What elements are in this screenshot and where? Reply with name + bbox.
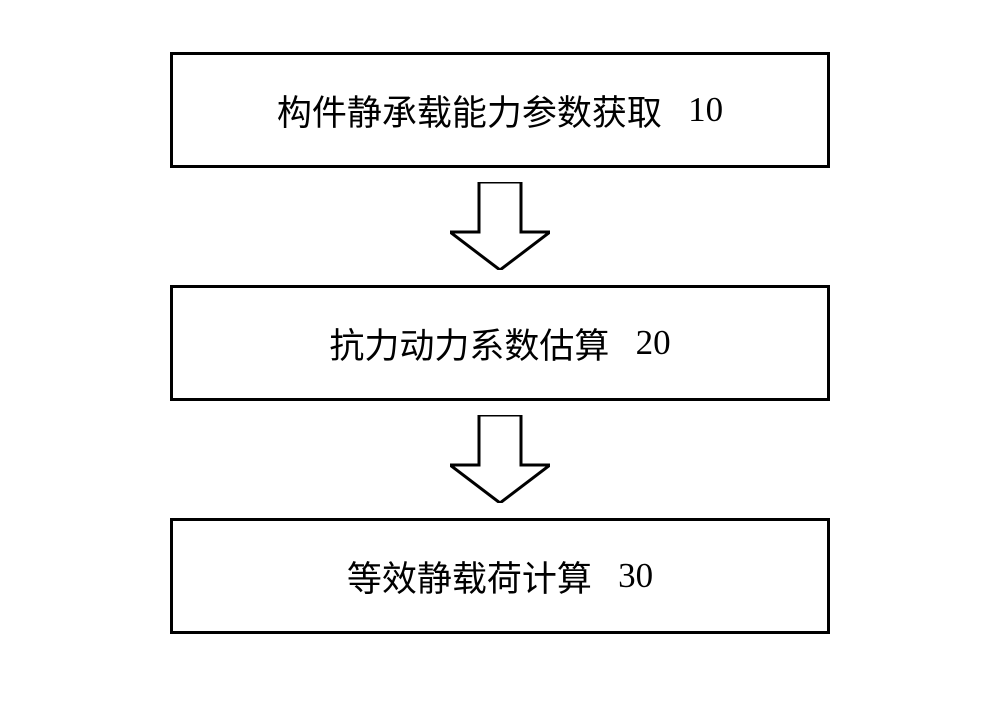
step-number: 10 xyxy=(688,90,723,130)
step-spacer xyxy=(592,556,618,596)
step-label: 抗力动力系数估算 xyxy=(329,318,609,369)
step-number: 20 xyxy=(636,323,671,363)
step-spacer xyxy=(662,90,688,130)
step-spacer xyxy=(609,323,635,363)
step-label: 等效静载荷计算 xyxy=(347,551,592,602)
step-box-20: 抗力动力系数估算 20 xyxy=(170,285,830,401)
step-box-10: 构件静承载能力参数获取 10 xyxy=(170,52,830,168)
arrow-down-icon xyxy=(450,415,550,503)
step-label: 构件静承载能力参数获取 xyxy=(277,85,662,136)
step-box-30: 等效静载荷计算 30 xyxy=(170,518,830,634)
step-number: 30 xyxy=(618,556,653,596)
arrow-down-icon xyxy=(450,182,550,270)
flowchart-canvas: 构件静承载能力参数获取 10 抗力动力系数估算 20 等效静载荷计算 30 xyxy=(0,0,1000,703)
